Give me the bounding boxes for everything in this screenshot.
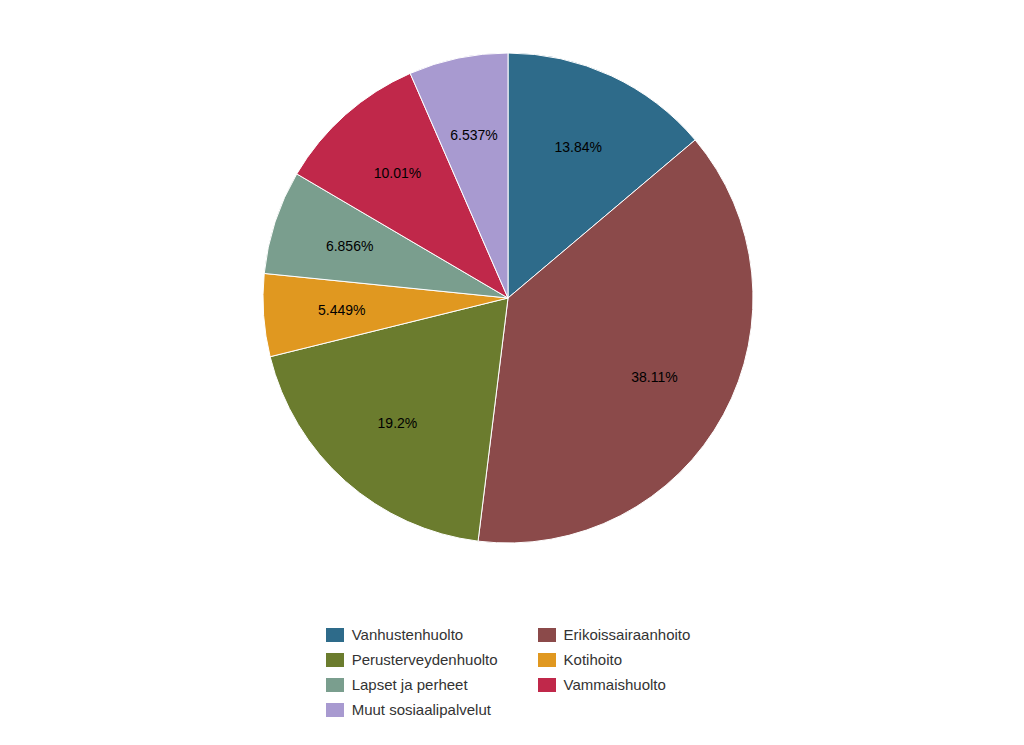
html-text:Muut sosiaalipalvelut: Muut sosiaalipalvelut [351, 701, 491, 718]
svg-text:6.537%: 6.537% [450, 127, 497, 143]
html-text:Erikoissairaanhoito: Erikoissairaanhoito [563, 626, 691, 643]
svg-text:19.2%: 19.2% [378, 415, 418, 431]
html-text:Lapset ja perheet: Lapset ja perheet [351, 676, 468, 693]
svg-text:5.449%: 5.449% [318, 302, 365, 318]
svg-text:6.856%: 6.856% [326, 238, 373, 254]
html-text:Vammaishuolto: Vammaishuolto [563, 676, 666, 693]
svg-text:13.84%: 13.84% [554, 139, 601, 155]
html-text:Perusterveydenhuolto: Perusterveydenhuolto [351, 651, 498, 668]
svg-text:10.01%: 10.01% [374, 165, 421, 181]
svg-text:38.11%: 38.11% [631, 369, 677, 385]
html-text:Vanhustenhuolto: Vanhustenhuolto [351, 626, 464, 643]
html-text:Kotihoito: Kotihoito [563, 651, 622, 668]
